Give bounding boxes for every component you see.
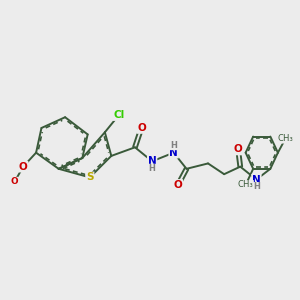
Text: N: N (169, 148, 178, 158)
Text: O: O (234, 145, 242, 154)
Text: N: N (148, 156, 157, 166)
Text: H: H (253, 182, 260, 191)
Text: S: S (86, 172, 94, 182)
Text: O: O (137, 123, 146, 133)
Text: H: H (149, 164, 156, 173)
Text: Cl: Cl (113, 110, 124, 120)
Text: N: N (252, 175, 261, 184)
Text: CH₃: CH₃ (238, 180, 254, 189)
Text: O: O (19, 162, 28, 172)
Text: H: H (170, 141, 177, 150)
Text: O: O (174, 180, 182, 190)
Text: CH₃: CH₃ (278, 134, 293, 143)
Text: O: O (11, 177, 18, 186)
